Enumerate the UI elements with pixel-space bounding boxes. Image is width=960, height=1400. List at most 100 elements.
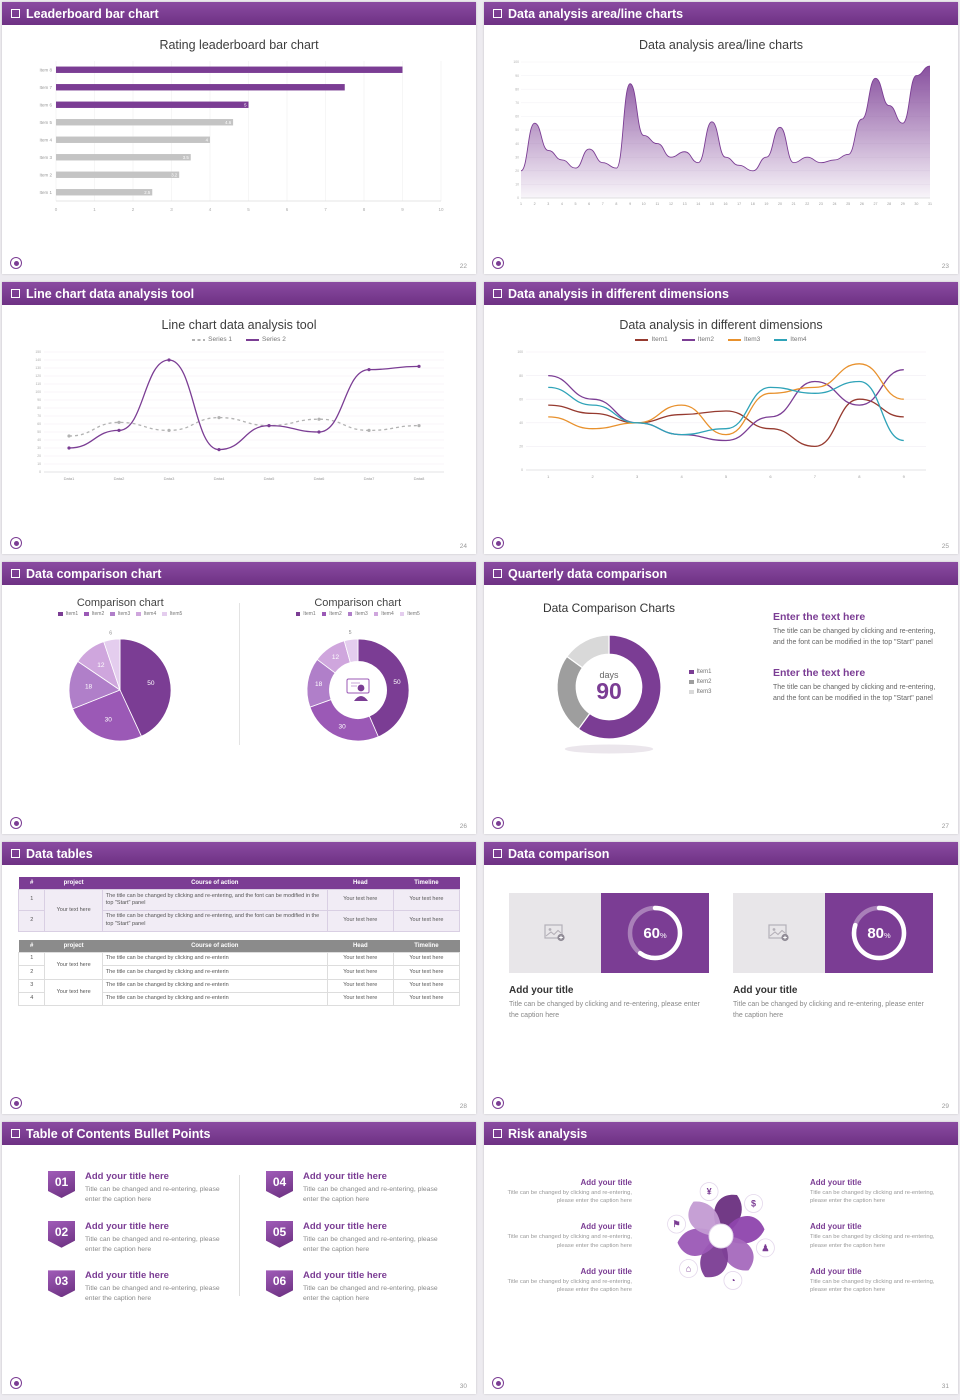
svg-text:1: 1	[520, 202, 522, 206]
item5-marker	[399, 611, 405, 617]
svg-text:3.5: 3.5	[182, 155, 189, 160]
cell: 1	[17, 889, 46, 911]
item2-marker	[689, 679, 694, 685]
svg-text:21: 21	[792, 202, 796, 206]
svg-text:50: 50	[515, 128, 519, 132]
slide-leaderboard-bar-chart[interactable]: Leaderboard bar chart Rating leaderboard…	[2, 2, 476, 274]
donut-chart-panel: Comparison chart Item1 Item2 Item3 Item4…	[240, 587, 477, 755]
slide-data-comparison-chart[interactable]: Data comparison chart Comparison chart I…	[2, 562, 476, 834]
svg-text:2.5: 2.5	[144, 190, 151, 195]
slide-body: Add your title Title can be changed by c…	[484, 1145, 958, 1394]
presenter-icon	[346, 678, 370, 701]
page-number: 26	[459, 823, 467, 830]
svg-text:31: 31	[928, 202, 932, 206]
toc-item: 05 Add your title here Title can be chan…	[266, 1220, 440, 1255]
cell: Your text here	[326, 965, 394, 980]
svg-text:Item 6: Item 6	[39, 102, 52, 107]
svg-text:2: 2	[591, 474, 594, 479]
header-bullet-icon	[11, 849, 20, 858]
item2-marker	[681, 338, 695, 341]
slide-header-title: Data analysis in different dimensions	[508, 286, 729, 301]
item2-marker	[321, 611, 327, 617]
svg-text:2: 2	[131, 207, 134, 212]
legend-label: Item1	[696, 669, 712, 675]
column-header: Head	[327, 877, 394, 890]
block-title: Add your title	[580, 1222, 632, 1232]
brand-logo-icon	[492, 537, 504, 549]
column-header: Course of action	[102, 939, 328, 953]
cell: Your text here	[392, 909, 461, 932]
page-number: 22	[459, 263, 467, 270]
column-header: #	[18, 939, 45, 953]
legend-label: Item2	[697, 336, 714, 343]
svg-text:16: 16	[724, 202, 728, 206]
item-title: Add your title here	[303, 1270, 387, 1282]
slide-header: Quarterly data comparison	[484, 562, 958, 585]
svg-text:Item 3: Item 3	[39, 155, 52, 160]
slide-area-line-charts[interactable]: Data analysis area/line charts Data anal…	[484, 2, 958, 274]
risk-block: Add your title Title can be changed by c…	[810, 1178, 958, 1205]
slide-data-tables[interactable]: Data tables # project Course of action H…	[2, 842, 476, 1114]
svg-text:Data3: Data3	[163, 476, 174, 481]
svg-text:⚑: ⚑	[673, 1219, 681, 1229]
header-bullet-icon	[493, 1129, 502, 1138]
item2-marker	[84, 611, 89, 617]
svg-text:¥: ¥	[707, 1187, 712, 1197]
cell: Your text here	[326, 889, 394, 911]
cell: The title can be changed by clicking and…	[101, 978, 328, 993]
svg-text:20: 20	[37, 454, 41, 458]
svg-text:26: 26	[860, 202, 864, 206]
legend-label: Item5	[169, 611, 183, 617]
slide-data-comparison-cards[interactable]: Data comparison	[484, 842, 958, 1114]
slide-dimensions-chart[interactable]: Data analysis in different dimensions Da…	[484, 282, 958, 554]
svg-text:27: 27	[873, 202, 877, 206]
slide-line-chart-tool[interactable]: Line chart data analysis tool Line chart…	[2, 282, 476, 554]
svg-text:30: 30	[105, 716, 113, 723]
cell: Your text here	[326, 991, 394, 1007]
cell: Your text here	[326, 951, 394, 967]
cell: 1	[17, 951, 46, 967]
block-title: Enter the text here	[773, 611, 866, 623]
svg-text:110: 110	[35, 382, 41, 386]
header-bullet-icon	[493, 289, 502, 298]
svg-text:Data1: Data1	[63, 476, 74, 481]
table-row: 4 The title can be changed by clicking a…	[17, 991, 461, 1007]
svg-text:8: 8	[615, 202, 617, 206]
svg-text:100: 100	[513, 60, 519, 64]
image-placeholder	[733, 893, 825, 973]
svg-text:2: 2	[534, 202, 536, 206]
svg-text:6: 6	[588, 202, 590, 206]
slide-risk-analysis[interactable]: Risk analysis Add your title Title can b…	[484, 1122, 958, 1394]
risk-block: Add your title Title can be changed by c…	[500, 1178, 633, 1205]
block-caption: Title can be changed by clicking and re-…	[507, 1234, 633, 1249]
svg-text:20: 20	[778, 202, 782, 206]
svg-text:90: 90	[515, 74, 519, 78]
header-bullet-icon	[493, 569, 502, 578]
svg-text:90: 90	[37, 398, 41, 402]
slide-toc-bullet-points[interactable]: Table of Contents Bullet Points 01 Add y…	[2, 1122, 476, 1394]
card-caption: Title can be changed by clicking and re-…	[509, 1001, 700, 1019]
divider	[239, 1175, 240, 1297]
comparison-card: 80% Add your title Title can be changed …	[733, 893, 933, 1021]
item4-marker	[774, 338, 788, 341]
pie-legend: Item1 Item2 Item3 Item4 Item5	[2, 611, 239, 617]
progress-ring-chart: 80%	[851, 905, 907, 961]
svg-text:Data8: Data8	[413, 476, 424, 481]
svg-text:3: 3	[635, 474, 638, 479]
header-bullet-icon	[11, 9, 20, 18]
svg-text:Item 5: Item 5	[39, 120, 52, 125]
cell: Your text here	[392, 889, 461, 911]
header-bullet-icon	[493, 9, 502, 18]
number-badge: 05	[266, 1220, 293, 1248]
slide-header-title: Risk analysis	[508, 1126, 588, 1141]
cell: Your text here	[392, 978, 461, 993]
block-title: Add your title	[810, 1178, 862, 1188]
legend-item: Item4	[774, 336, 807, 343]
svg-text:10: 10	[438, 207, 444, 212]
legend-label: Item3	[744, 336, 761, 343]
svg-text:70: 70	[37, 414, 41, 418]
cell: Your text here	[326, 978, 394, 993]
slide-quarterly-comparison[interactable]: Quarterly data comparison Data Compariso…	[484, 562, 958, 834]
block-caption: Title can be changed by clicking and re-…	[507, 1190, 633, 1205]
legend-label: Item5	[407, 611, 420, 617]
